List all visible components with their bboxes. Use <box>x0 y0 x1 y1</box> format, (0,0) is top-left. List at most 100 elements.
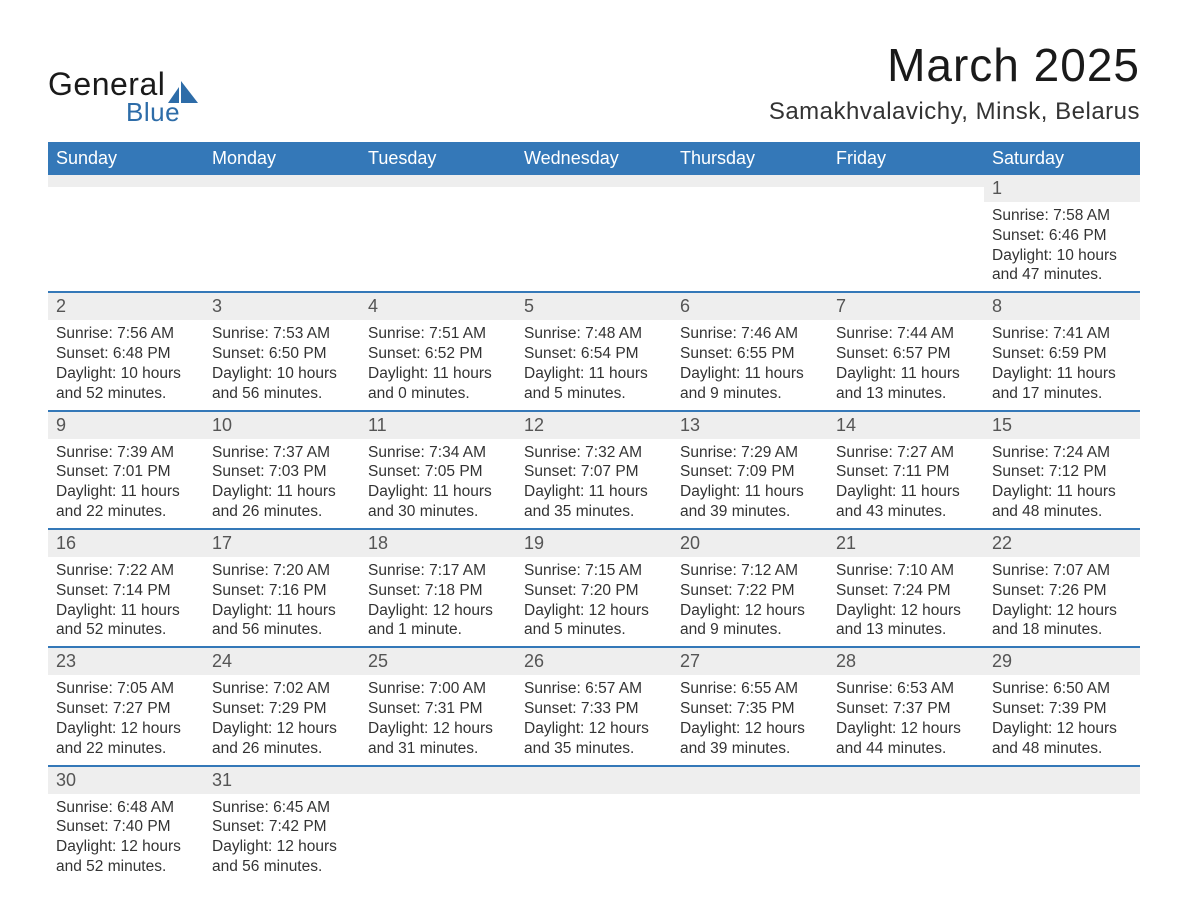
daylight-line-2: and 52 minutes. <box>56 857 196 877</box>
sunrise-line: Sunrise: 7:56 AM <box>56 324 196 344</box>
daylight-line-1: Daylight: 11 hours <box>212 482 352 502</box>
daylight-line-1: Daylight: 11 hours <box>368 482 508 502</box>
day-body: Sunrise: 7:37 AMSunset: 7:03 PMDaylight:… <box>204 439 360 528</box>
sunset-line: Sunset: 7:03 PM <box>212 462 352 482</box>
sunset-line: Sunset: 7:40 PM <box>56 817 196 837</box>
daylight-line-1: Daylight: 11 hours <box>56 482 196 502</box>
sunset-line: Sunset: 7:18 PM <box>368 581 508 601</box>
sunset-line: Sunset: 7:12 PM <box>992 462 1132 482</box>
day-body: Sunrise: 7:00 AMSunset: 7:31 PMDaylight:… <box>360 675 516 764</box>
daylight-line-2: and 48 minutes. <box>992 502 1132 522</box>
daylight-line-1: Daylight: 12 hours <box>56 719 196 739</box>
day-body: Sunrise: 7:39 AMSunset: 7:01 PMDaylight:… <box>48 439 204 528</box>
day-body: Sunrise: 7:44 AMSunset: 6:57 PMDaylight:… <box>828 320 984 409</box>
day-cell: 1Sunrise: 7:58 AMSunset: 6:46 PMDaylight… <box>984 175 1140 292</box>
daylight-line-2: and 56 minutes. <box>212 620 352 640</box>
sunrise-line: Sunrise: 7:58 AM <box>992 206 1132 226</box>
sunset-line: Sunset: 7:26 PM <box>992 581 1132 601</box>
daylight-line-2: and 52 minutes. <box>56 384 196 404</box>
col-wednesday: Wednesday <box>516 142 672 175</box>
day-cell: 21Sunrise: 7:10 AMSunset: 7:24 PMDayligh… <box>828 529 984 647</box>
sunrise-line: Sunrise: 7:10 AM <box>836 561 976 581</box>
sunset-line: Sunset: 7:27 PM <box>56 699 196 719</box>
day-body: Sunrise: 6:50 AMSunset: 7:39 PMDaylight:… <box>984 675 1140 764</box>
daylight-line-2: and 39 minutes. <box>680 502 820 522</box>
daylight-line-1: Daylight: 12 hours <box>992 601 1132 621</box>
sunset-line: Sunset: 7:33 PM <box>524 699 664 719</box>
daylight-line-1: Daylight: 11 hours <box>524 482 664 502</box>
daylight-line-1: Daylight: 12 hours <box>524 601 664 621</box>
brand-logo: General Blue <box>48 38 198 128</box>
day-body: Sunrise: 7:20 AMSunset: 7:16 PMDaylight:… <box>204 557 360 646</box>
title-block: March 2025 Samakhvalavichy, Minsk, Belar… <box>769 38 1140 126</box>
day-body: Sunrise: 7:56 AMSunset: 6:48 PMDaylight:… <box>48 320 204 409</box>
day-number: 28 <box>828 648 984 675</box>
daylight-line-1: Daylight: 11 hours <box>992 482 1132 502</box>
day-body <box>516 794 672 804</box>
sunrise-line: Sunrise: 7:17 AM <box>368 561 508 581</box>
day-cell <box>360 175 516 292</box>
sunrise-line: Sunrise: 7:15 AM <box>524 561 664 581</box>
day-number: 30 <box>48 767 204 794</box>
sunrise-line: Sunrise: 7:29 AM <box>680 443 820 463</box>
day-body: Sunrise: 7:05 AMSunset: 7:27 PMDaylight:… <box>48 675 204 764</box>
sunset-line: Sunset: 7:24 PM <box>836 581 976 601</box>
day-number: 7 <box>828 293 984 320</box>
day-cell <box>204 175 360 292</box>
day-body <box>360 187 516 197</box>
day-body <box>672 794 828 804</box>
day-body <box>48 187 204 197</box>
sunrise-line: Sunrise: 7:37 AM <box>212 443 352 463</box>
daylight-line-2: and 22 minutes. <box>56 739 196 759</box>
day-body: Sunrise: 7:46 AMSunset: 6:55 PMDaylight:… <box>672 320 828 409</box>
day-body: Sunrise: 7:34 AMSunset: 7:05 PMDaylight:… <box>360 439 516 528</box>
day-cell <box>360 766 516 883</box>
day-cell: 12Sunrise: 7:32 AMSunset: 7:07 PMDayligh… <box>516 411 672 529</box>
col-sunday: Sunday <box>48 142 204 175</box>
sunrise-line: Sunrise: 7:53 AM <box>212 324 352 344</box>
calendar-header-row: Sunday Monday Tuesday Wednesday Thursday… <box>48 142 1140 175</box>
sunrise-line: Sunrise: 7:51 AM <box>368 324 508 344</box>
day-cell: 31Sunrise: 6:45 AMSunset: 7:42 PMDayligh… <box>204 766 360 883</box>
daylight-line-1: Daylight: 12 hours <box>368 601 508 621</box>
sunrise-line: Sunrise: 7:34 AM <box>368 443 508 463</box>
daylight-line-2: and 5 minutes. <box>524 620 664 640</box>
daylight-line-1: Daylight: 12 hours <box>992 719 1132 739</box>
day-number: 17 <box>204 530 360 557</box>
empty-day-strip <box>204 175 360 187</box>
day-number: 15 <box>984 412 1140 439</box>
sunset-line: Sunset: 7:20 PM <box>524 581 664 601</box>
daylight-line-2: and 22 minutes. <box>56 502 196 522</box>
col-tuesday: Tuesday <box>360 142 516 175</box>
sunrise-line: Sunrise: 7:00 AM <box>368 679 508 699</box>
day-body <box>984 794 1140 804</box>
daylight-line-2: and 56 minutes. <box>212 384 352 404</box>
logo-word-blue: Blue <box>126 97 198 128</box>
sunset-line: Sunset: 6:50 PM <box>212 344 352 364</box>
day-cell: 4Sunrise: 7:51 AMSunset: 6:52 PMDaylight… <box>360 292 516 410</box>
day-body: Sunrise: 7:17 AMSunset: 7:18 PMDaylight:… <box>360 557 516 646</box>
week-row: 23Sunrise: 7:05 AMSunset: 7:27 PMDayligh… <box>48 647 1140 765</box>
day-number: 23 <box>48 648 204 675</box>
daylight-line-2: and 30 minutes. <box>368 502 508 522</box>
sunset-line: Sunset: 7:16 PM <box>212 581 352 601</box>
sunset-line: Sunset: 7:37 PM <box>836 699 976 719</box>
day-body: Sunrise: 6:53 AMSunset: 7:37 PMDaylight:… <box>828 675 984 764</box>
empty-day-strip <box>828 767 984 794</box>
day-cell: 3Sunrise: 7:53 AMSunset: 6:50 PMDaylight… <box>204 292 360 410</box>
day-cell: 13Sunrise: 7:29 AMSunset: 7:09 PMDayligh… <box>672 411 828 529</box>
calendar-body: 1Sunrise: 7:58 AMSunset: 6:46 PMDaylight… <box>48 175 1140 883</box>
day-body: Sunrise: 7:07 AMSunset: 7:26 PMDaylight:… <box>984 557 1140 646</box>
week-row: 2Sunrise: 7:56 AMSunset: 6:48 PMDaylight… <box>48 292 1140 410</box>
sunrise-line: Sunrise: 7:48 AM <box>524 324 664 344</box>
day-cell: 6Sunrise: 7:46 AMSunset: 6:55 PMDaylight… <box>672 292 828 410</box>
sunrise-line: Sunrise: 7:39 AM <box>56 443 196 463</box>
sunset-line: Sunset: 7:14 PM <box>56 581 196 601</box>
sunrise-line: Sunrise: 6:57 AM <box>524 679 664 699</box>
location-subtitle: Samakhvalavichy, Minsk, Belarus <box>769 98 1140 126</box>
day-cell: 25Sunrise: 7:00 AMSunset: 7:31 PMDayligh… <box>360 647 516 765</box>
day-body: Sunrise: 7:15 AMSunset: 7:20 PMDaylight:… <box>516 557 672 646</box>
day-body: Sunrise: 7:51 AMSunset: 6:52 PMDaylight:… <box>360 320 516 409</box>
day-cell: 8Sunrise: 7:41 AMSunset: 6:59 PMDaylight… <box>984 292 1140 410</box>
sunset-line: Sunset: 7:39 PM <box>992 699 1132 719</box>
